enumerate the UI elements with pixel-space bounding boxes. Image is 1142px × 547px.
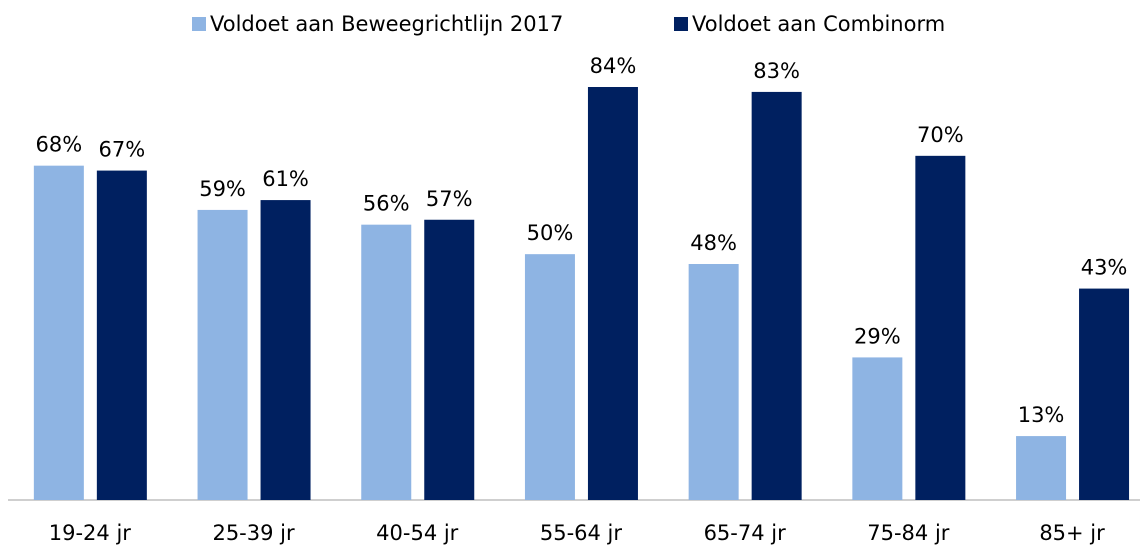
bar — [424, 219, 475, 500]
value-label: 61% — [262, 167, 309, 191]
bar — [1079, 288, 1130, 500]
legend-swatch — [192, 17, 206, 31]
value-label: 48% — [690, 231, 737, 255]
bar — [361, 224, 412, 500]
bar — [688, 264, 739, 500]
legend-label: Voldoet aan Combinorm — [692, 12, 945, 36]
value-label: 13% — [1018, 403, 1065, 427]
x-tick-label: 19-24 jr — [49, 521, 132, 545]
value-label: 68% — [36, 133, 83, 157]
x-tick-label: 85+ jr — [1039, 521, 1105, 545]
x-tick-label: 75-84 jr — [867, 521, 950, 545]
value-label: 50% — [527, 221, 574, 245]
bar — [852, 357, 903, 500]
value-label: 84% — [590, 54, 637, 78]
value-label: 57% — [426, 187, 473, 211]
value-label: 43% — [1081, 256, 1128, 280]
bar — [751, 91, 802, 501]
bar — [587, 87, 638, 500]
legend-label: Voldoet aan Beweegrichtlijn 2017 — [210, 12, 563, 36]
bar — [915, 155, 966, 501]
value-label: 59% — [199, 177, 246, 201]
bar — [260, 200, 311, 501]
x-tick-label: 55-64 jr — [540, 521, 623, 545]
x-tick-label: 40-54 jr — [376, 521, 459, 545]
bar — [524, 254, 575, 500]
value-label: 67% — [99, 138, 146, 162]
bar — [197, 209, 248, 500]
bar — [96, 170, 147, 501]
bar — [33, 165, 84, 500]
legend-swatch — [674, 17, 688, 31]
x-tick-label: 25-39 jr — [212, 521, 295, 545]
x-tick-label: 65-74 jr — [704, 521, 787, 545]
value-label: 29% — [854, 324, 901, 348]
bar — [1016, 436, 1067, 500]
value-label: 70% — [917, 123, 964, 147]
value-label: 83% — [753, 59, 800, 83]
value-label: 56% — [363, 192, 410, 216]
